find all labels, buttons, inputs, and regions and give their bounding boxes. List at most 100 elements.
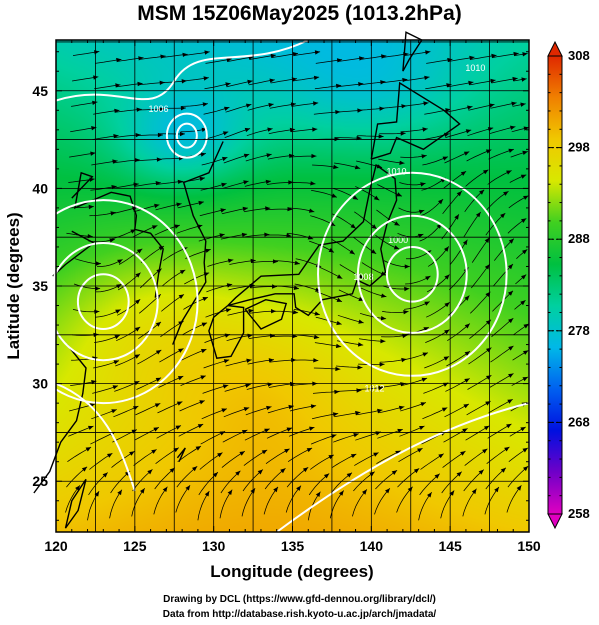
wind-arrowhead [346,472,352,478]
wind-arrowhead [243,407,250,412]
wind-arrowhead [313,75,320,80]
wind-arrowhead [155,321,161,327]
colorbar-tick-label: 258 [568,506,590,521]
wind-arrowhead [520,300,526,306]
wind-arrowhead [177,376,184,381]
wind-arrowhead [156,268,162,274]
wind-arrowhead [465,129,472,134]
wind-arrowhead [222,384,229,389]
wind-arrowhead [222,131,229,136]
wind-arrowhead [296,485,301,491]
wind-arrowhead [444,246,449,252]
wind-arrowhead [273,486,278,493]
wind-arrowhead [442,156,448,161]
y-tick-label: 45 [32,83,48,99]
wind-arrowhead [244,127,251,133]
wind-arrowhead [403,310,409,315]
wind-arrowhead [463,404,469,409]
streamline [109,489,123,519]
wind-arrowhead [418,209,425,214]
wind-arrowhead [332,412,339,417]
wind-arrowhead [288,180,294,185]
wind-arrowhead [242,206,248,212]
wind-arrowhead [111,409,117,414]
wind-arrowhead [314,50,321,55]
wind-arrowhead [227,258,234,263]
wind-arrowhead [311,153,317,159]
colorbar-max-arrow [547,40,563,57]
wind-arrowhead [486,375,492,380]
wind-arrowhead [334,389,340,395]
wind-arrowhead [115,309,121,314]
wind-arrowhead [400,382,406,387]
isobar [385,245,439,303]
wind-arrowhead [310,181,316,186]
wind-arrowhead [380,271,387,276]
wind-arrowhead [422,352,428,357]
wind-arrowhead [401,104,407,109]
wind-arrowhead [290,102,296,107]
wind-arrowhead [523,126,529,131]
wind-arrowhead [508,148,514,153]
wind-arrowhead [212,472,218,478]
wind-arrowhead [456,191,462,197]
wind-arrowhead [397,428,403,433]
wind-arrowhead [333,164,339,170]
wind-arrowhead [522,150,528,155]
wind-arrowhead [376,164,383,169]
wind-arrowhead [113,360,119,365]
wind-arrowhead [508,373,514,378]
wind-arrowhead [522,249,528,255]
wind-arrowhead [102,472,108,478]
wind-arrowhead [510,125,516,130]
wind-arrowhead [115,83,121,88]
wind-arrowhead [402,77,408,83]
wind-arrowhead [464,323,470,329]
wind-arrowhead [265,179,271,184]
wind-arrowhead [336,58,343,63]
wind-arrowhead [178,294,184,299]
wind-arrowhead [523,350,529,355]
wind-arrowhead [464,378,470,383]
wind-arrowhead [449,490,455,496]
wind-arrowhead [261,449,268,455]
wind-arrowhead [522,447,528,453]
wind-arrowhead [192,466,198,472]
wind-arrowhead [378,134,384,139]
wind-arrowhead [331,193,337,198]
wind-arrowhead [444,132,450,137]
streamline [449,239,468,265]
wind-arrowhead [200,152,206,157]
wind-arrowhead [445,108,451,113]
wind-arrowhead [243,153,250,158]
wind-arrowhead [338,490,344,496]
wind-arrowhead [313,101,319,106]
wind-arrowhead [454,214,459,220]
wind-arrowhead [444,274,450,280]
wind-arrowhead [220,208,226,213]
wind-arrowhead [334,136,340,142]
axis-ticks [55,40,530,532]
wind-arrowhead [137,81,143,87]
wind-arrowhead [269,78,275,83]
wind-arrowhead [203,272,210,277]
wind-arrowhead [235,470,241,476]
streamline [153,486,168,515]
wind-arrowhead [423,327,429,332]
wind-arrowhead [520,102,526,107]
wind-arrowhead [134,381,140,386]
wind-arrowhead [464,295,470,301]
wind-arrowhead [272,259,278,264]
isobar [47,242,159,362]
x-tick-label: 135 [281,538,305,554]
wind-arrowhead [471,488,477,495]
wind-arrowhead [513,51,519,57]
isobar [276,402,530,533]
wind-arrowhead [92,100,98,105]
wind-arrowhead [248,308,254,314]
wind-arrowhead [264,428,270,433]
wind-arrowhead [420,182,426,187]
wind-arrowhead [362,489,367,495]
wind-arrowhead [355,410,361,416]
